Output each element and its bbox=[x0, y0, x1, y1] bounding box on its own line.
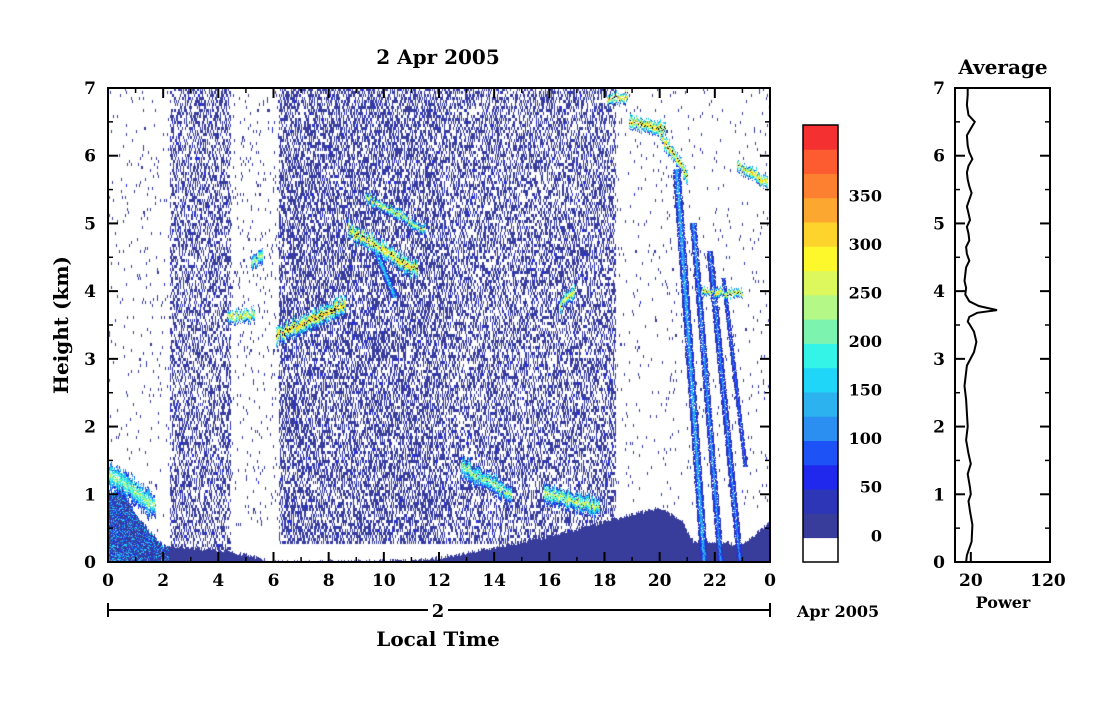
colorbar-label: 200 bbox=[849, 332, 882, 351]
date-axis-day-label: 2 bbox=[432, 601, 445, 622]
average-profile-panel: Average 20 120 0 1 2 3 4 5 6 7 Power bbox=[933, 55, 1066, 612]
x-tick-label: 6 bbox=[268, 571, 280, 591]
average-y-tick-label: 2 bbox=[933, 418, 945, 438]
y-tick-label: 7 bbox=[84, 79, 96, 99]
x-tick-label: 4 bbox=[212, 571, 224, 591]
average-x-tick-label: 120 bbox=[1030, 571, 1066, 591]
colorbar-label: 250 bbox=[849, 284, 882, 303]
x-tick-label: 0 bbox=[764, 571, 776, 591]
chart-title: 2 Apr 2005 bbox=[376, 45, 500, 69]
colorbar-cell bbox=[803, 125, 838, 150]
colorbar-cell bbox=[803, 367, 838, 393]
y-tick-label: 4 bbox=[84, 282, 96, 302]
colorbar-label: 0 bbox=[871, 526, 882, 545]
x-tick-label: 22 bbox=[703, 571, 727, 591]
colorbar-cell bbox=[803, 392, 838, 417]
colorbar-label: 350 bbox=[849, 186, 882, 205]
colorbar-label: 50 bbox=[860, 478, 882, 497]
colorbar-cell bbox=[803, 270, 838, 296]
average-y-tick-label: 5 bbox=[933, 214, 945, 234]
colorbar: 0 50 100 150 200 250 300 350 bbox=[802, 124, 882, 563]
height-time-panel: 2 Apr 2005 0 2 4 6 8 10 12 14 16 18 20 22 0 01234567… bbox=[49, 45, 879, 651]
average-title: Average bbox=[957, 55, 1047, 79]
colorbar-cell bbox=[803, 294, 838, 320]
average-x-tick-label: 20 bbox=[959, 571, 983, 591]
average-y-tick-label: 3 bbox=[933, 350, 945, 370]
x-tick-label: 18 bbox=[593, 571, 617, 591]
colorbar-label: 300 bbox=[849, 235, 882, 254]
y-axis-label: Height (km) bbox=[49, 256, 73, 394]
date-axis-month-label: Apr 2005 bbox=[796, 602, 879, 621]
x-axis-label: Local Time bbox=[376, 627, 499, 651]
x-tick-label: 14 bbox=[482, 571, 506, 591]
average-y-tick-label: 4 bbox=[933, 282, 945, 302]
y-tick-label: 0 bbox=[84, 553, 96, 573]
colorbar-frame bbox=[802, 124, 839, 563]
x-tick-label: 8 bbox=[323, 571, 335, 591]
y-tick-label: 3 bbox=[84, 350, 96, 370]
colorbar-labels: 0 50 100 150 200 250 300 350 bbox=[849, 186, 882, 545]
y-tick-label: 6 bbox=[84, 147, 96, 167]
x-tick-label: 16 bbox=[537, 571, 561, 591]
x-tick-label: 12 bbox=[427, 571, 451, 591]
colorbar-cell bbox=[803, 149, 838, 174]
colorbar-cell bbox=[803, 513, 838, 539]
average-y-tick-label: 1 bbox=[933, 485, 945, 505]
x-tick-label: 10 bbox=[372, 571, 396, 591]
colorbar-cell bbox=[803, 416, 838, 442]
colorbar-cell bbox=[803, 173, 838, 199]
average-y-ticks: 0 1 2 3 4 5 6 7 bbox=[933, 79, 1050, 573]
y-tick-label: 1 bbox=[84, 485, 96, 505]
average-y-tick-label: 6 bbox=[933, 147, 945, 167]
date-label-bg bbox=[428, 600, 448, 620]
average-power-line bbox=[963, 88, 998, 563]
colorbar-cell bbox=[803, 489, 838, 514]
x-tick-label: 20 bbox=[648, 571, 672, 591]
colorbar-label: 100 bbox=[849, 429, 882, 448]
x-tick-label: 2 bbox=[157, 571, 169, 591]
x-axis-ticks: 0 2 4 6 8 10 12 14 16 18 20 22 0 bbox=[102, 88, 776, 591]
average-y-tick-label: 0 bbox=[933, 553, 945, 573]
colorbar-label: 150 bbox=[849, 381, 882, 400]
average-x-ticks: 20 120 bbox=[959, 552, 1066, 591]
colorbar-cell bbox=[803, 246, 838, 272]
y-axis-ticks: 0 1 2 3 4 5 6 7 bbox=[84, 79, 770, 573]
colorbar-cell bbox=[803, 464, 838, 490]
colorbar-cells bbox=[803, 125, 838, 563]
colorbar-cell bbox=[803, 440, 838, 466]
y-tick-label: 5 bbox=[84, 214, 96, 234]
colorbar-cell bbox=[803, 537, 838, 563]
average-y-tick-label: 7 bbox=[933, 79, 945, 99]
backscatter-heatmap bbox=[108, 88, 770, 562]
x-tick-label: 0 bbox=[102, 571, 114, 591]
colorbar-cell bbox=[803, 197, 838, 223]
colorbar-cell bbox=[803, 222, 838, 247]
y-tick-label: 2 bbox=[84, 418, 96, 438]
colorbar-cell bbox=[803, 319, 838, 344]
colorbar-cell bbox=[803, 343, 838, 369]
average-x-axis-label: Power bbox=[976, 593, 1031, 612]
